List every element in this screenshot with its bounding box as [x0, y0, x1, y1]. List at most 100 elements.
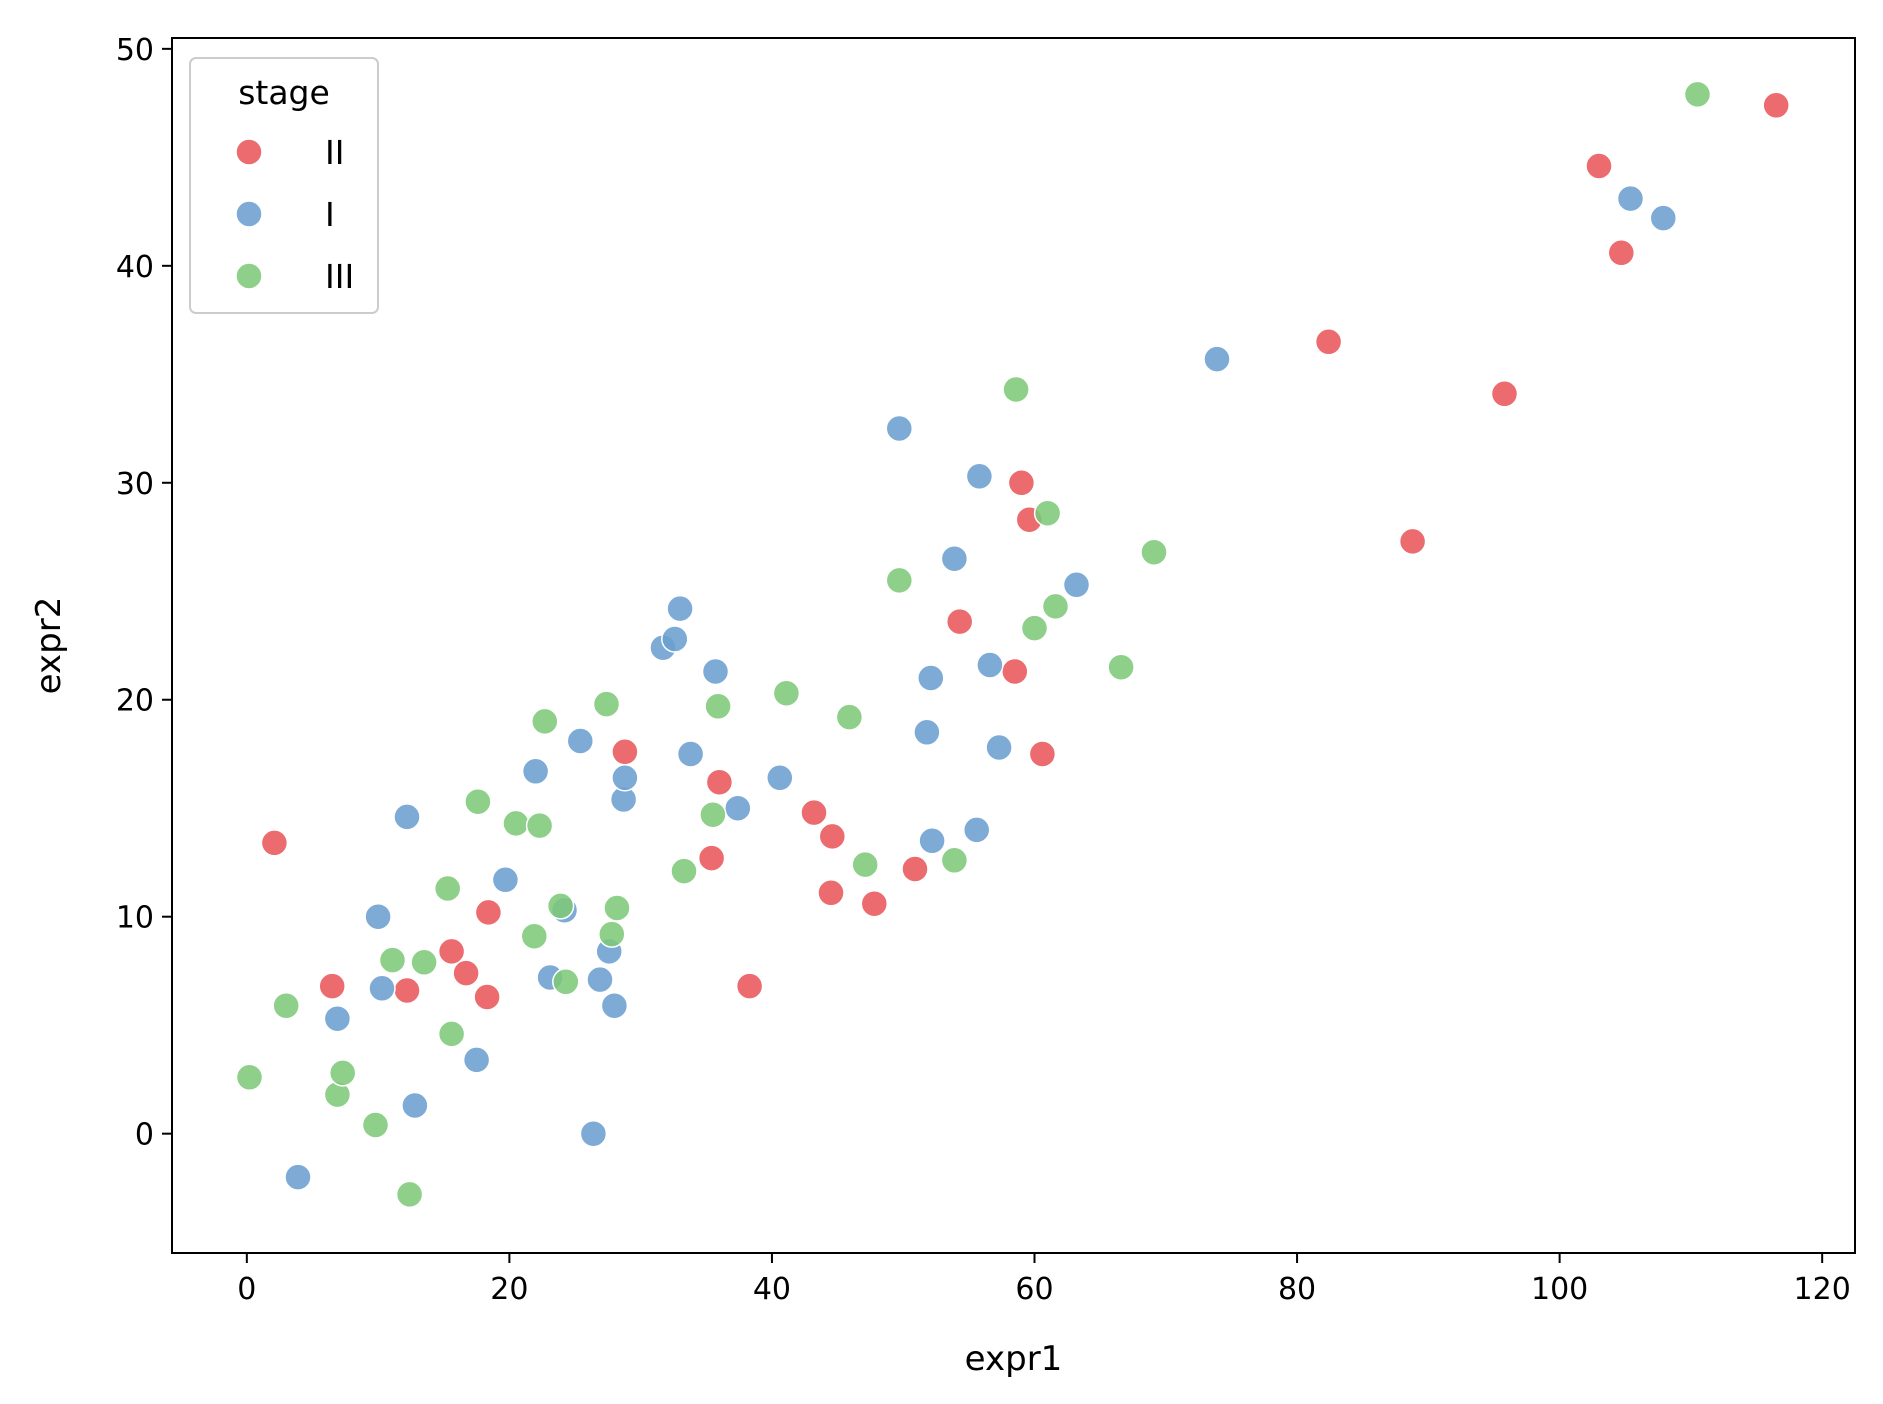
data-point-iii: [361, 1111, 390, 1139]
x-axis-ticks: 0 20 40 60 80 100 120: [237, 1253, 1851, 1307]
data-point-ii: [818, 822, 847, 851]
data-point-iii: [235, 1063, 264, 1092]
data-point-i: [364, 902, 392, 931]
data-point-iii: [603, 894, 631, 922]
y-tick-label: 50: [116, 33, 154, 68]
legend-title: stage: [238, 73, 330, 112]
x-tick-label: 80: [1278, 1272, 1316, 1307]
data-point-i: [724, 794, 752, 822]
data-point-ii: [437, 937, 466, 966]
data-point-ii: [817, 879, 845, 907]
x-tick-label: 60: [1015, 1272, 1053, 1307]
data-point-iii: [940, 846, 969, 875]
data-point-ii: [1028, 740, 1057, 768]
data-point-ii: [1490, 380, 1519, 408]
y-tick-label: 40: [116, 250, 154, 285]
legend-label-iii: III: [325, 257, 354, 296]
data-point-i: [393, 803, 421, 831]
data-point-i: [323, 1004, 352, 1033]
data-point-iii: [1020, 614, 1049, 642]
data-point-ii: [1001, 657, 1029, 686]
data-point-iii: [699, 800, 727, 829]
data-point-iii: [1140, 538, 1168, 566]
data-point-i: [940, 544, 969, 573]
data-point-iii: [1033, 499, 1062, 527]
data-point-ii: [1007, 469, 1036, 497]
data-point-iii: [1683, 80, 1712, 109]
data-point-i: [918, 827, 946, 855]
y-axis-label: expr2: [29, 597, 69, 695]
data-point-ii: [611, 738, 639, 766]
data-point-ii: [452, 959, 480, 987]
data-point-i: [701, 657, 730, 686]
data-point-ii: [800, 798, 828, 827]
x-tick-label: 0: [237, 1272, 256, 1307]
legend-marker-iii: [235, 262, 263, 290]
data-point-i: [586, 965, 614, 994]
data-point-ii: [705, 768, 734, 796]
data-point-i: [521, 757, 550, 786]
data-point-i: [676, 740, 705, 768]
x-tick-label: 40: [753, 1272, 791, 1307]
data-point-iii: [502, 809, 530, 838]
data-point-ii: [473, 983, 501, 1011]
data-point-iii: [851, 850, 879, 879]
data-point-ii: [735, 972, 764, 1000]
data-point-i: [611, 764, 639, 792]
legend-marker-ii: [235, 138, 263, 166]
data-point-iii: [395, 1180, 424, 1209]
data-point-ii: [1585, 152, 1613, 180]
data-point-iii: [835, 703, 864, 731]
data-point-iii: [525, 811, 554, 840]
data-point-i: [491, 866, 520, 894]
data-point-ii: [318, 972, 346, 1000]
data-point-iii: [704, 692, 732, 721]
data-point-i: [566, 727, 595, 755]
x-tick-label: 20: [490, 1272, 528, 1307]
data-point-i: [766, 764, 794, 792]
data-point-i: [985, 733, 1013, 762]
data-point-iii: [772, 679, 801, 707]
data-point-ii: [260, 829, 289, 857]
data-point-iii: [433, 874, 462, 903]
data-point-iii: [546, 892, 575, 920]
data-point-ii: [1398, 527, 1427, 556]
legend-box: [189, 57, 379, 314]
data-point-i: [962, 816, 991, 844]
data-point-i: [579, 1119, 608, 1148]
data-point-iii: [410, 948, 438, 977]
data-point-i: [462, 1046, 491, 1074]
data-point-i: [885, 414, 914, 443]
data-point-ii: [1607, 239, 1636, 267]
y-tick-label: 30: [116, 467, 154, 502]
data-point-i: [1616, 184, 1645, 213]
data-point-i: [965, 462, 994, 491]
data-point-ii: [393, 976, 421, 1005]
data-point-ii: [860, 889, 889, 918]
data-point-ii: [697, 844, 726, 872]
data-point-ii: [1762, 91, 1790, 120]
legend-label-ii: II: [325, 133, 344, 172]
data-point-iii: [272, 991, 300, 1020]
data-point-i: [1062, 571, 1091, 599]
data-point-iii: [670, 857, 698, 885]
data-point-iii: [1002, 375, 1030, 404]
data-point-ii: [945, 607, 974, 636]
data-point-iii: [1041, 592, 1070, 621]
y-axis-ticks: 0 10 20 30 40 50: [116, 33, 172, 1153]
data-point-i: [661, 625, 689, 653]
data-point-i: [976, 651, 1004, 679]
x-tick-label: 120: [1794, 1272, 1851, 1307]
data-point-i: [401, 1091, 429, 1120]
y-tick-label: 10: [116, 901, 154, 936]
data-point-iii: [1107, 653, 1135, 681]
data-point-iii: [520, 922, 549, 950]
data-point-i: [1203, 345, 1231, 373]
y-tick-label: 0: [135, 1118, 154, 1153]
data-point-i: [368, 974, 396, 1003]
data-point-i: [666, 594, 694, 623]
data-point-i: [600, 991, 629, 1020]
data-point-iii: [552, 968, 580, 996]
